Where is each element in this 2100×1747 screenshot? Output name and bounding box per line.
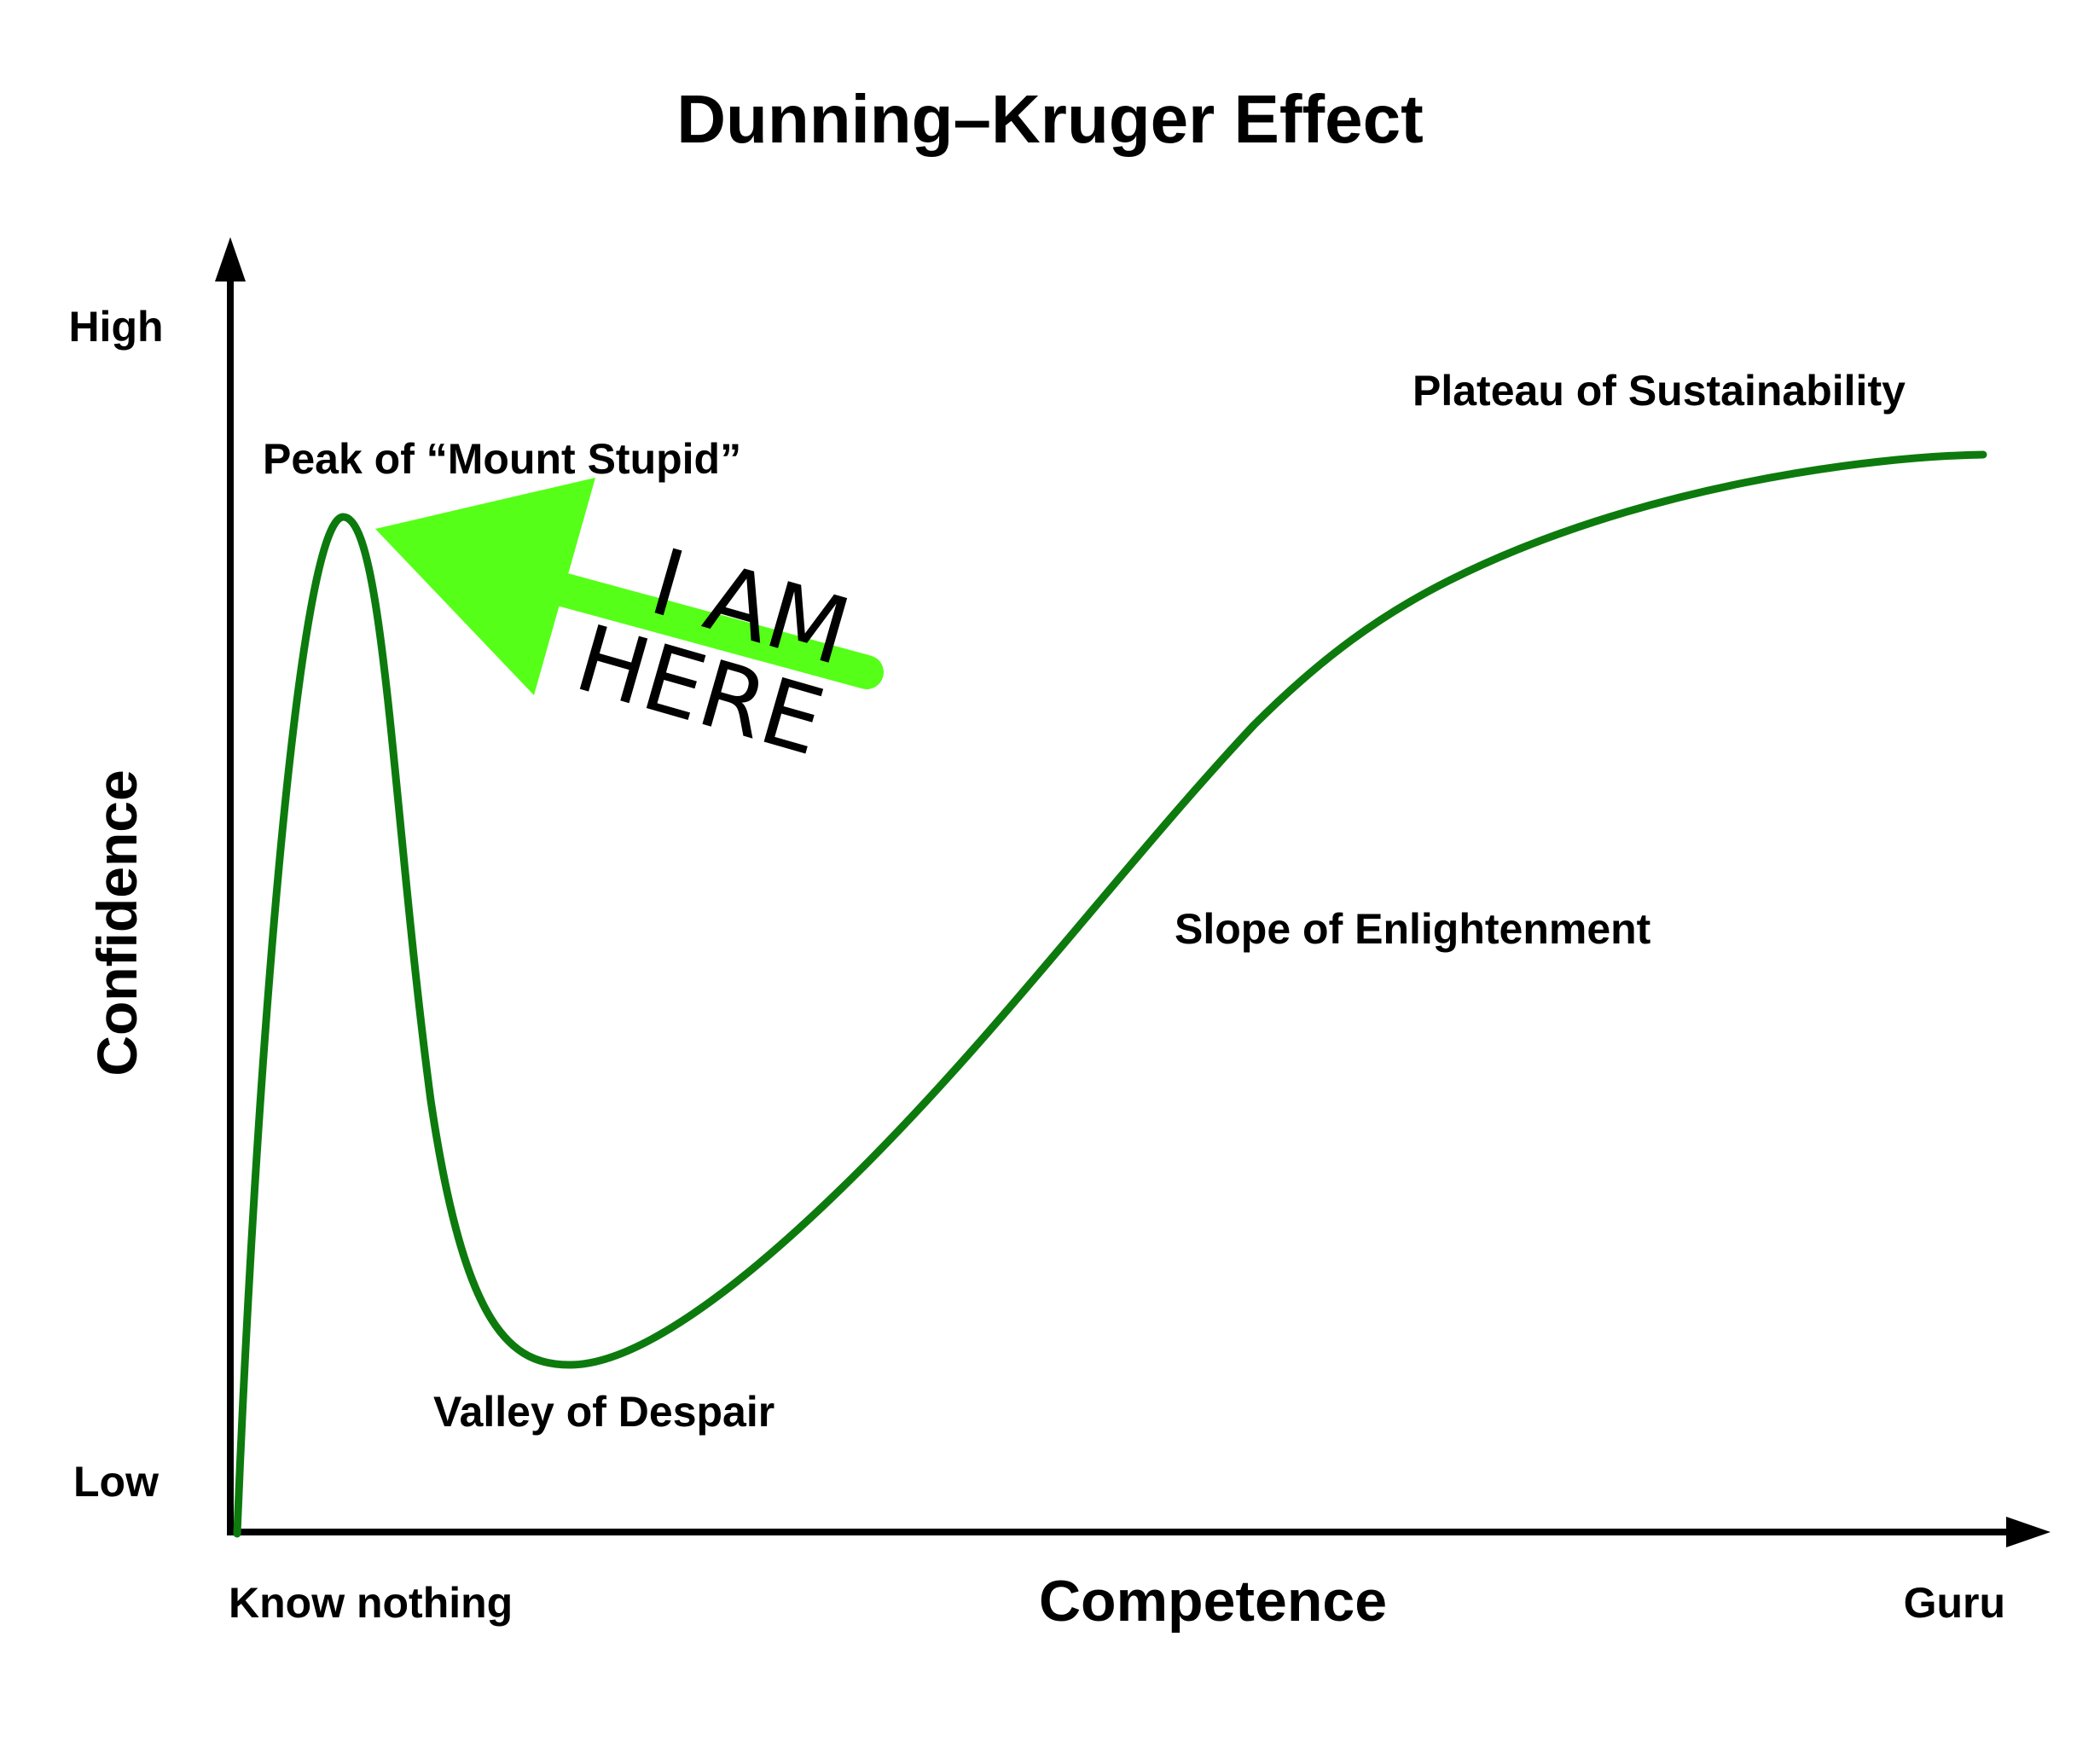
x-axis-title: Competence: [1039, 1569, 1387, 1634]
i-am-here-callout: I AM HERE: [565, 529, 860, 776]
arrow-head: [375, 478, 595, 695]
axes: [215, 237, 2051, 1547]
diagram-title: Dunning–Kruger Effect: [676, 81, 1424, 157]
arrow-shaft: [520, 566, 884, 689]
y-axis-high-label: High: [68, 303, 163, 351]
x-axis-arrowhead: [2006, 1517, 2051, 1547]
confidence-curve: [233, 450, 1987, 1538]
i-am-here-arrow: [375, 478, 884, 695]
region-valley-label: Valley of Despair: [433, 1388, 774, 1436]
x-axis-end-label: Guru: [1904, 1579, 2005, 1627]
region-slope-label: Slope of Enlightenment: [1175, 905, 1651, 953]
region-plateau-label: Plateau of Sustainability: [1413, 367, 1906, 415]
y-axis-low-label: Low: [73, 1458, 159, 1506]
y-axis-arrowhead: [215, 237, 246, 281]
region-peak-label: Peak of “Mount Stupid”: [263, 435, 741, 483]
x-axis-start-label: Know nothing: [229, 1579, 513, 1627]
y-axis-title: Confidence: [85, 769, 148, 1076]
